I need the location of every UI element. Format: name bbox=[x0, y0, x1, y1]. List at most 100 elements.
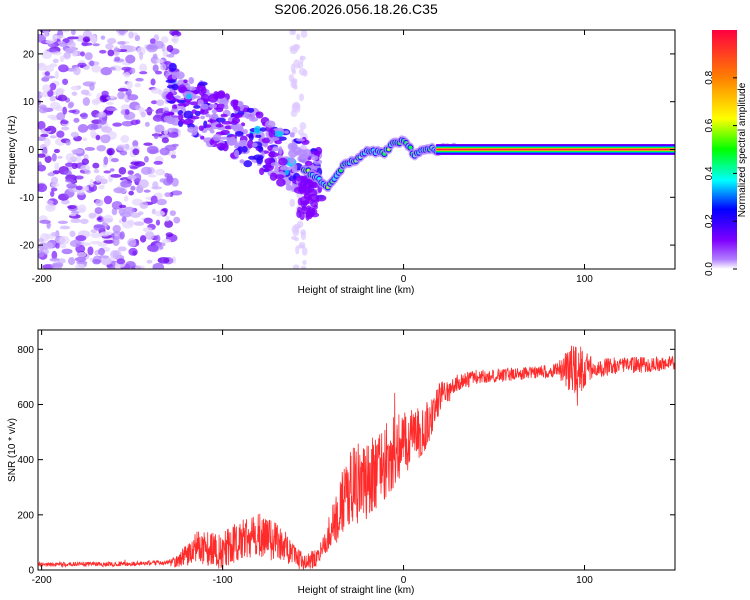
noise-blob bbox=[69, 230, 76, 238]
noise-blob bbox=[59, 42, 68, 48]
noise-blob bbox=[166, 53, 175, 58]
noise-blob bbox=[93, 224, 106, 231]
streak-blob bbox=[188, 86, 196, 91]
streak-blob bbox=[246, 107, 255, 113]
noise-blob bbox=[50, 187, 58, 192]
streak-blob bbox=[212, 133, 222, 142]
streak-blob bbox=[216, 97, 226, 104]
noise-blob bbox=[293, 84, 298, 90]
noise-blob bbox=[45, 203, 56, 212]
noise-blob bbox=[288, 74, 295, 82]
y-tick-label: 200 bbox=[17, 510, 34, 521]
ridge-core bbox=[408, 145, 413, 150]
noise-blob bbox=[292, 126, 298, 134]
noise-blob bbox=[107, 37, 117, 45]
noise-blob bbox=[51, 262, 64, 268]
noise-blob bbox=[60, 120, 69, 125]
noise-blob bbox=[52, 58, 59, 64]
noise-blob bbox=[128, 247, 138, 256]
noise-blob bbox=[132, 32, 138, 36]
streak-blob bbox=[200, 93, 210, 103]
noise-blob bbox=[88, 212, 96, 219]
noise-blob bbox=[73, 117, 80, 123]
noise-blob bbox=[99, 231, 110, 237]
streak-blob bbox=[215, 117, 226, 123]
noise-blob bbox=[57, 220, 68, 225]
noise-blob bbox=[292, 264, 300, 269]
noise-blob bbox=[165, 215, 170, 222]
noise-blob bbox=[77, 204, 87, 213]
noise-blob bbox=[92, 100, 100, 106]
noise-blob bbox=[81, 42, 93, 46]
streak-blob bbox=[177, 84, 187, 93]
noise-blob bbox=[127, 170, 134, 175]
streak-blob bbox=[166, 112, 175, 116]
noise-blob bbox=[296, 33, 301, 41]
noise-blob bbox=[168, 131, 179, 138]
noise-blob bbox=[112, 224, 121, 234]
streak-blob bbox=[228, 140, 235, 146]
noise-blob bbox=[150, 195, 158, 204]
streak-blob bbox=[221, 121, 233, 125]
streak-blob bbox=[288, 149, 298, 158]
streak-blob bbox=[231, 120, 238, 125]
noise-blob bbox=[42, 146, 48, 156]
noise-blob bbox=[128, 190, 134, 196]
snr-y-label: SNR (10 * v/v) bbox=[7, 418, 18, 482]
noise-blob bbox=[67, 205, 77, 209]
noise-blob bbox=[167, 127, 179, 133]
noise-blob bbox=[125, 261, 136, 269]
streak-blob bbox=[256, 156, 263, 165]
noise-blob bbox=[87, 123, 99, 131]
noise-blob bbox=[38, 120, 46, 130]
spectrogram-x-label: Height of straight line (km) bbox=[298, 285, 415, 296]
noise-blob bbox=[42, 84, 51, 92]
noise-blob bbox=[70, 85, 81, 91]
noise-blob bbox=[99, 49, 107, 54]
noise-blob bbox=[41, 51, 52, 59]
streak-blob bbox=[198, 81, 208, 86]
noise-blob bbox=[69, 213, 77, 217]
noise-blob bbox=[92, 258, 102, 265]
noise-blob bbox=[70, 30, 76, 36]
noise-blob bbox=[300, 229, 307, 236]
noise-blob bbox=[139, 63, 148, 72]
noise-blob bbox=[90, 232, 102, 239]
streak-blob bbox=[200, 103, 209, 110]
noise-blob bbox=[42, 264, 55, 269]
noise-blob bbox=[290, 109, 298, 118]
streak-blob bbox=[174, 95, 181, 99]
streak-blob bbox=[289, 132, 295, 138]
noise-blob bbox=[67, 36, 79, 40]
noise-blob bbox=[298, 129, 304, 136]
streak-blob bbox=[267, 145, 273, 151]
noise-blob bbox=[56, 130, 65, 138]
noise-blob bbox=[38, 63, 45, 68]
streak-blob bbox=[310, 155, 319, 161]
streak-blob bbox=[200, 115, 206, 120]
streak-blob bbox=[237, 100, 244, 108]
streak-blob bbox=[205, 124, 212, 128]
noise-blob bbox=[152, 53, 158, 59]
noise-blob bbox=[169, 210, 177, 216]
noise-blob bbox=[109, 66, 117, 71]
noise-blob bbox=[44, 71, 51, 77]
streak-blob bbox=[198, 125, 205, 131]
noise-blob bbox=[55, 87, 65, 94]
noise-blob bbox=[155, 242, 166, 247]
noise-blob bbox=[45, 39, 55, 44]
noise-blob bbox=[89, 60, 95, 67]
noise-blob bbox=[59, 55, 65, 62]
streak-blob bbox=[295, 138, 306, 142]
noise-blob bbox=[75, 235, 87, 242]
streak-blob bbox=[300, 180, 308, 189]
noise-blob bbox=[58, 64, 69, 73]
y-tick-label: 800 bbox=[17, 345, 34, 356]
noise-blob bbox=[109, 168, 115, 172]
streak-blob bbox=[285, 184, 292, 191]
noise-blob bbox=[300, 30, 308, 38]
noise-blob bbox=[301, 246, 308, 256]
noise-blob bbox=[80, 112, 89, 120]
noise-blob bbox=[47, 172, 55, 177]
